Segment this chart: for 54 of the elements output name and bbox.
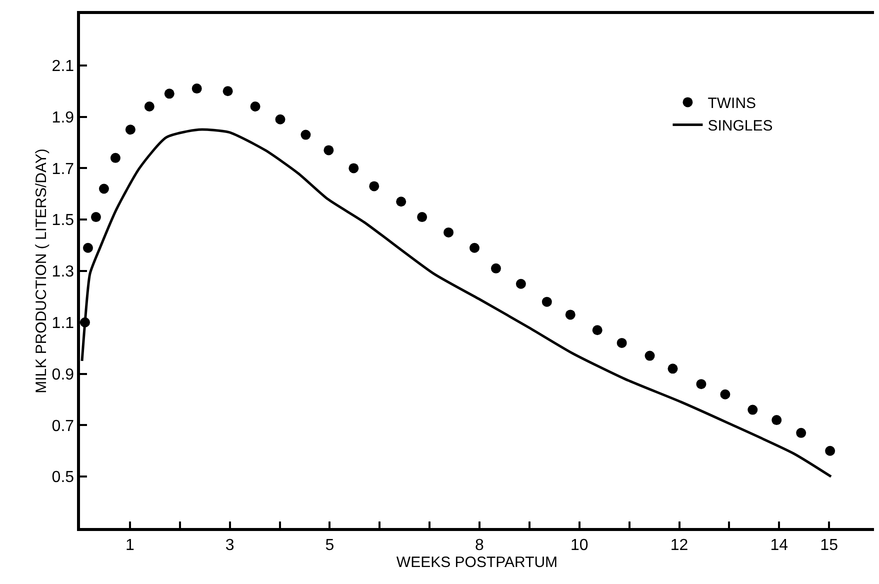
point	[592, 325, 602, 336]
x-tick-label: 15	[820, 536, 838, 554]
point	[164, 88, 174, 99]
y-tick-label: 1.3	[52, 264, 74, 281]
y-tick-label: 0.5	[52, 469, 74, 486]
legend-label: SINGLES	[708, 118, 773, 135]
legend-label: TWINS	[708, 95, 756, 112]
point	[616, 338, 627, 348]
y-axis-title: MILK PRODUCTION ( LITERS/DAY)	[33, 148, 50, 394]
point	[396, 196, 406, 207]
point	[192, 84, 202, 94]
x-tick-label: 1	[125, 536, 134, 554]
point	[250, 102, 260, 112]
point	[720, 389, 730, 400]
point	[444, 227, 454, 238]
point	[516, 278, 526, 289]
x-tick-label: 12	[670, 536, 688, 554]
x-tick-label: 8	[475, 536, 484, 554]
point	[696, 379, 706, 390]
point	[796, 428, 806, 438]
point	[369, 181, 380, 192]
x-tick-label: 5	[325, 536, 334, 554]
point	[644, 350, 655, 361]
x-tick-label: 14	[770, 536, 788, 554]
point	[222, 86, 233, 96]
point	[542, 296, 552, 307]
point	[324, 145, 334, 156]
point	[748, 404, 758, 415]
x-tick-label: 3	[225, 536, 234, 554]
x-tick-label: 10	[570, 536, 588, 554]
y-tick-label: 1.1	[52, 315, 74, 332]
y-tick-label: 1.9	[52, 109, 74, 126]
point	[825, 446, 836, 456]
point	[144, 102, 154, 112]
point	[90, 212, 101, 222]
point	[565, 310, 576, 320]
y-tick-label: 0.7	[52, 418, 74, 435]
point	[417, 212, 428, 222]
y-tick-label: 1.7	[52, 160, 74, 178]
point	[125, 124, 136, 135]
y-tick-label: 2.1	[52, 58, 74, 75]
x-axis-title: WEEKS POSTPARTUM	[396, 554, 558, 571]
point	[490, 263, 501, 274]
y-tick-label: 1.5	[52, 212, 74, 230]
point	[110, 152, 120, 163]
point	[348, 163, 359, 174]
point	[275, 114, 286, 124]
point	[300, 130, 311, 140]
point	[772, 415, 782, 426]
point	[470, 242, 480, 253]
point	[98, 184, 109, 194]
point	[668, 364, 678, 374]
point	[82, 242, 93, 253]
y-tick-label: 0.9	[52, 366, 74, 384]
